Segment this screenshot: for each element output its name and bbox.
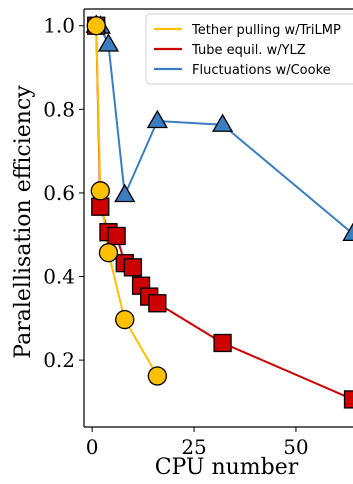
data-point-square xyxy=(91,197,110,216)
data-point-circle xyxy=(90,181,110,201)
y-tick-label: 0.6 xyxy=(43,181,75,205)
x-tick-label: 50 xyxy=(283,435,308,459)
data-point-triangle xyxy=(97,33,120,52)
x-tick-label: 0 xyxy=(86,435,99,459)
data-point-square xyxy=(213,333,232,353)
data-point-circle xyxy=(86,16,106,36)
data-point-circle xyxy=(98,243,119,263)
y-tick-label: 0.8 xyxy=(43,97,75,121)
data-point-triangle xyxy=(342,222,353,242)
y-tick-label: 0.2 xyxy=(43,348,75,372)
legend-label: Tube equil. w/YLZ xyxy=(191,43,306,58)
x-axis-title: CPU number xyxy=(155,455,299,480)
data-point-circle xyxy=(115,309,135,330)
legend-label: Fluctuations w/Cooke xyxy=(192,63,331,78)
y-tick-label: 0.4 xyxy=(43,265,75,289)
legend-label: Tether pulling w/TriLMP xyxy=(191,23,341,38)
data-point-square xyxy=(343,390,353,409)
y-axis-title: Paralellisation efficiency xyxy=(11,85,36,359)
data-point-triangle xyxy=(114,183,136,203)
x-tick-label: 25 xyxy=(181,435,206,459)
data-point-square xyxy=(123,258,143,277)
y-tick-label: 1.0 xyxy=(43,14,75,38)
data-point-circle xyxy=(147,366,168,386)
legend-box xyxy=(145,13,353,85)
data-point-triangle xyxy=(146,109,168,129)
data-point-square xyxy=(148,294,167,313)
data-point-square xyxy=(107,226,126,246)
plot-area xyxy=(85,14,353,409)
data-point-triangle xyxy=(211,113,234,132)
